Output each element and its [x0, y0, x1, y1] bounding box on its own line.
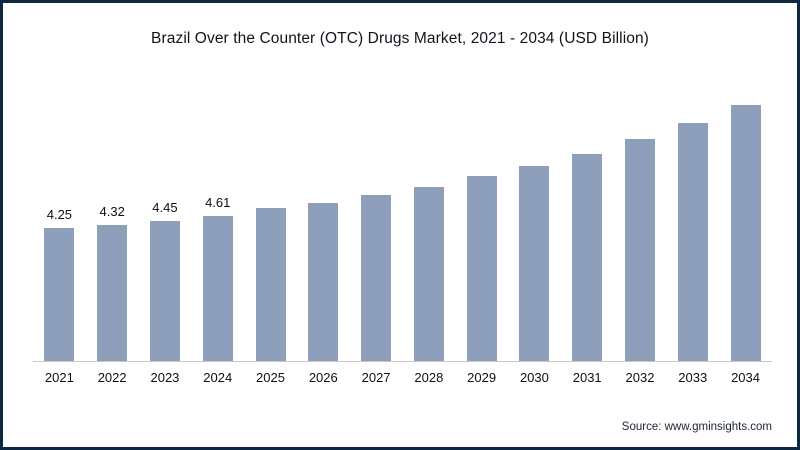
bar-2032: [624, 139, 655, 361]
x-tick-label: 2028: [414, 370, 444, 385]
bar-2034: [730, 105, 761, 361]
bar-2029: [466, 176, 497, 361]
x-tick-label: 2026: [308, 370, 338, 385]
bar-2031: [572, 154, 603, 361]
bar-slot-2021: 4.25 2021: [33, 73, 86, 385]
bar-slot-2025: 2025: [244, 73, 297, 385]
bar-slot-2027: 2027: [350, 73, 403, 385]
bar-2028: [413, 187, 444, 361]
bar-slot-2022: 4.32 2022: [86, 73, 139, 385]
bar-slot-2033: 2033: [666, 73, 719, 385]
bar-value-label: [744, 84, 748, 100]
plot-area: 4.25 2021 4.32 2022 4.45 2023 4.61 2024 2025 20…: [33, 73, 772, 385]
bar-value-label: [321, 182, 325, 198]
bar-slot-2031: 2031: [561, 73, 614, 385]
bar-value-label: [269, 187, 273, 203]
bar-value-label: [427, 166, 431, 182]
bar-value-label: [374, 174, 378, 190]
x-tick-label: 2029: [467, 370, 497, 385]
x-tick-label: 2032: [625, 370, 655, 385]
x-tick-label: 2027: [361, 370, 391, 385]
bar-2023: [149, 221, 180, 361]
bar-value-label: [585, 133, 589, 149]
bar-value-label: 4.45: [152, 200, 178, 215]
x-tick-label: 2025: [256, 370, 285, 385]
bar-value-label: [638, 118, 642, 134]
bar-slot-2026: 2026: [297, 73, 350, 385]
bar-value-label: 4.61: [205, 195, 231, 210]
bar-slot-2034: 2034: [719, 73, 772, 385]
bar-value-label: 4.32: [99, 204, 125, 219]
bar-value-label: [533, 145, 537, 161]
bar-2030: [519, 166, 550, 361]
bar-value-label: [691, 102, 695, 118]
bar-value-label: [480, 155, 484, 171]
bar-slot-2023: 4.45 2023: [139, 73, 192, 385]
bar-2026: [308, 203, 339, 361]
bar-slot-2030: 2030: [508, 73, 561, 385]
x-tick-label: 2030: [519, 370, 549, 385]
x-tick-label: 2034: [731, 370, 760, 385]
x-tick-label: 2021: [44, 370, 74, 385]
chart-title: Brazil Over the Counter (OTC) Drugs Mark…: [151, 30, 649, 47]
bar-2025: [255, 208, 286, 361]
x-tick-label: 2031: [572, 370, 602, 385]
x-tick-label: 2033: [678, 370, 708, 385]
x-tick-label: 2022: [97, 370, 127, 385]
source-credit: Source: www.gminsights.com: [621, 421, 772, 433]
x-tick-label: 2024: [203, 370, 233, 385]
bar-slot-2024: 4.61 2024: [191, 73, 244, 385]
bar-slot-2028: 2028: [402, 73, 455, 385]
bar-2021: [44, 228, 75, 361]
bar-2027: [361, 195, 392, 361]
bar-2024: [202, 216, 233, 361]
bar-slot-2029: 2029: [455, 73, 508, 385]
x-tick-label: 2023: [150, 370, 180, 385]
bar-2022: [97, 225, 128, 361]
bar-2033: [677, 123, 708, 361]
bar-slot-2032: 2032: [614, 73, 667, 385]
bar-value-label: 4.25: [46, 207, 73, 222]
